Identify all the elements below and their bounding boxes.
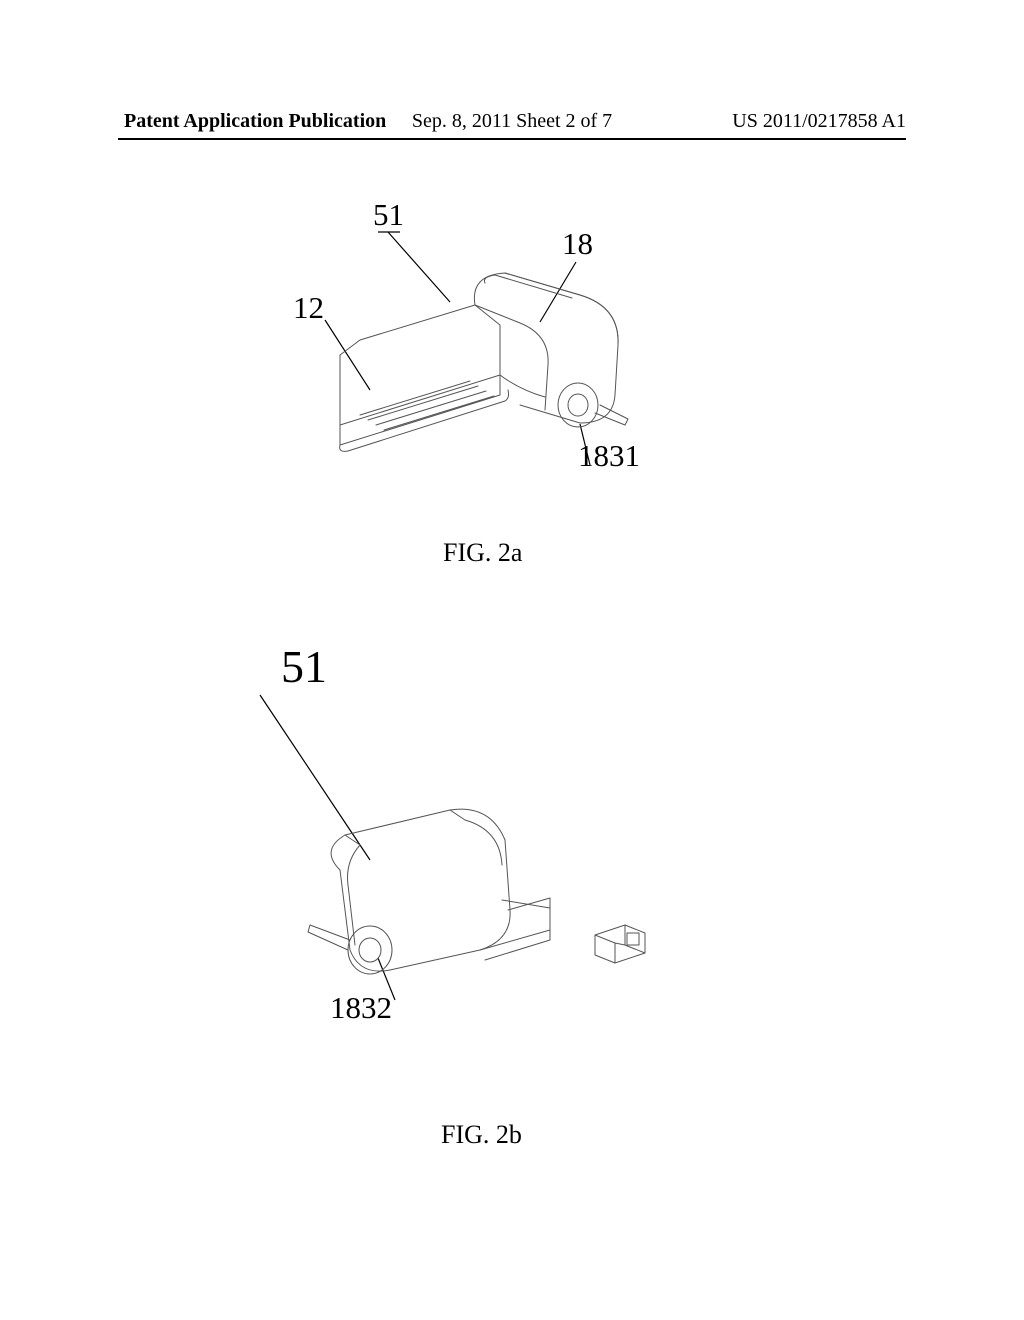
fig2b-drawing [250,790,710,1020]
fig2b-leaders [0,0,1024,1200]
fig2b-caption: FIG. 2b [441,1120,522,1150]
